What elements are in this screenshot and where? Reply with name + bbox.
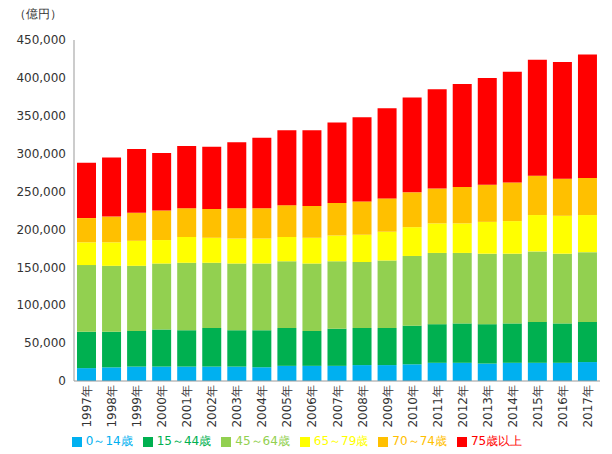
svg-text:2014年: 2014年 [506, 385, 520, 428]
html-text:65～79歳: 65～79歳 [313, 434, 369, 448]
svg-text:2010年: 2010年 [406, 385, 420, 428]
svg-text:1998年: 1998年 [105, 385, 119, 428]
svg-text:2011年: 2011年 [431, 385, 445, 428]
svg-text:2001年: 2001年 [180, 385, 194, 428]
svg-text:2009年: 2009年 [381, 385, 395, 428]
svg-text:2006年: 2006年 [305, 385, 319, 428]
svg-text:50,000: 50,000 [24, 336, 66, 350]
svg-text:250,000: 250,000 [16, 185, 66, 199]
svg-text:2005年: 2005年 [280, 385, 294, 428]
svg-text:200,000: 200,000 [16, 223, 66, 237]
svg-text:450,000: 450,000 [16, 33, 66, 47]
svg-text:2003年: 2003年 [230, 385, 244, 428]
svg-text:2012年: 2012年 [456, 385, 470, 428]
svg-text:1999年: 1999年 [130, 385, 144, 428]
svg-text:400,000: 400,000 [16, 71, 66, 85]
svg-text:1997年: 1997年 [80, 385, 94, 428]
svg-text:2000年: 2000年 [155, 385, 169, 428]
html-text:45～64歳: 45～64歳 [235, 434, 290, 448]
html-text:（億円）: （億円） [14, 7, 62, 21]
svg-text:2007年: 2007年 [331, 385, 345, 428]
html-text:0～14歳: 0～14歳 [85, 434, 133, 448]
svg-text:300,000: 300,000 [16, 147, 66, 161]
svg-text:2016年: 2016年 [556, 385, 570, 428]
html-text:70～74歳: 70～74歳 [392, 434, 447, 448]
html-text:15～44歳: 15～44歳 [156, 434, 212, 448]
svg-text:0: 0 [58, 374, 66, 388]
svg-text:2004年: 2004年 [255, 385, 269, 428]
svg-text:100,000: 100,000 [16, 298, 66, 312]
svg-text:2008年: 2008年 [356, 385, 370, 428]
svg-text:2015年: 2015年 [531, 385, 545, 428]
svg-text:150,000: 150,000 [16, 261, 66, 275]
svg-text:350,000: 350,000 [16, 109, 66, 123]
svg-text:2017年: 2017年 [581, 385, 595, 428]
svg-text:2002年: 2002年 [205, 385, 219, 428]
svg-text:2013年: 2013年 [481, 385, 495, 428]
html-text:75歳以上: 75歳以上 [470, 434, 523, 448]
